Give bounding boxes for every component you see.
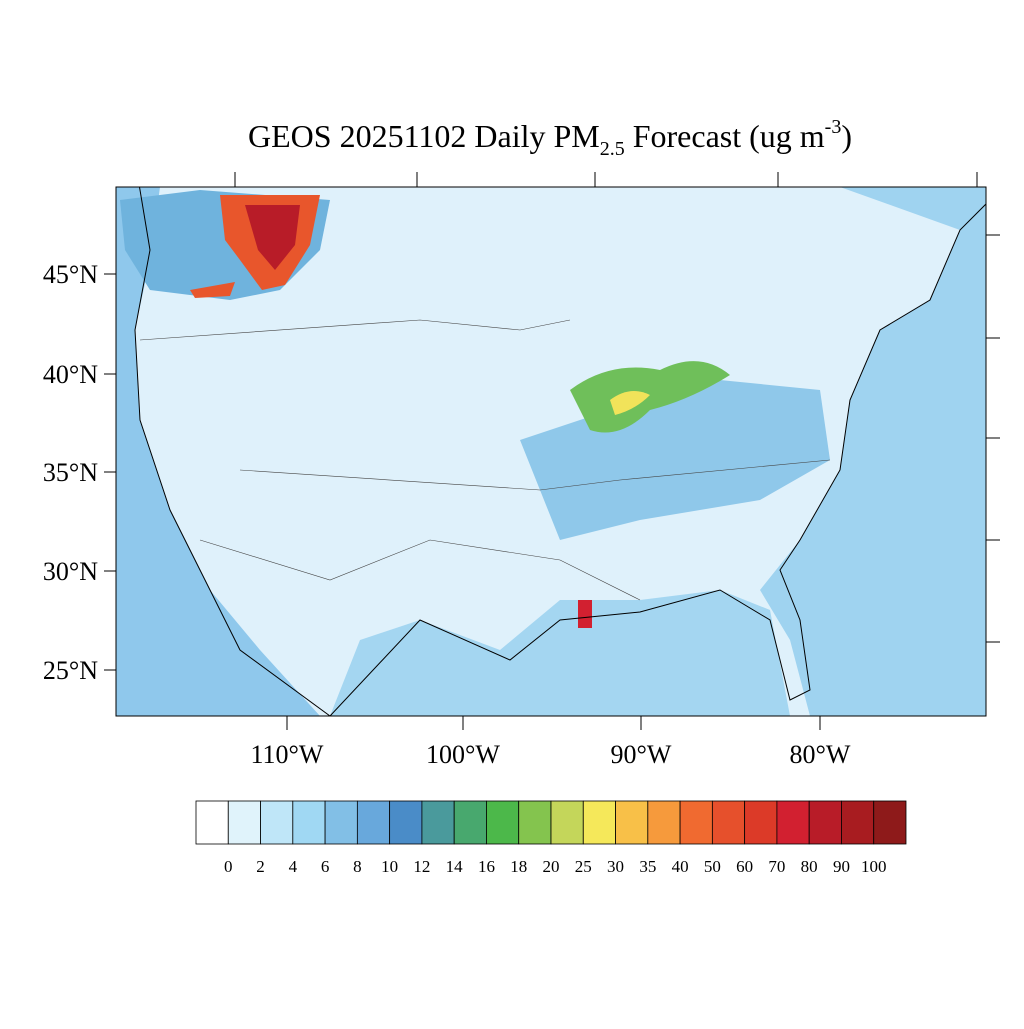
colorbar-box (582, 800, 616, 845)
lon-label: 100°W (426, 740, 500, 769)
lon-label: 90°W (611, 740, 672, 769)
colorbar-label: 18 (510, 857, 527, 876)
lat-label: 25°N (43, 656, 98, 685)
colorbar-box (227, 800, 261, 845)
map (116, 187, 986, 716)
colorbar-box (260, 800, 294, 845)
colorbar-label: 40 (672, 857, 689, 876)
colorbar-label: 60 (736, 857, 753, 876)
lat-label: 35°N (43, 458, 98, 487)
colorbar-box (324, 800, 358, 845)
lat-label: 45°N (43, 260, 98, 289)
colorbar-label: 8 (353, 857, 362, 876)
atlantic-ocean (760, 187, 986, 716)
colorbar-box (841, 800, 875, 845)
colorbar-label: 100 (861, 857, 887, 876)
colorbar-box (421, 800, 455, 845)
colorbar-box (550, 800, 584, 845)
colorbar-label: 25 (575, 857, 592, 876)
colorbar-box (873, 800, 907, 845)
colorbar-box (292, 800, 326, 845)
pacific-ocean (116, 187, 320, 716)
idaho-plume (190, 282, 235, 298)
colorbar-box (356, 800, 391, 845)
colorbar-label: 16 (478, 857, 495, 876)
colorbar-label: 0 (224, 857, 233, 876)
louisiana-hotspot (578, 600, 592, 628)
west-coastline (134, 187, 331, 716)
title: GEOS 20251102 Daily PM2.5 Forecast (ug m… (248, 116, 852, 160)
colorbar-label: 10 (381, 857, 398, 876)
lat-label: 40°N (43, 360, 98, 389)
colorbar-label: 90 (833, 857, 850, 876)
colorbar-label: 35 (639, 857, 656, 876)
colorbar-label: 6 (321, 857, 330, 876)
title-main: GEOS 20251102 Daily PM (248, 118, 600, 154)
colorbar-box (615, 800, 649, 845)
title-subscript: 2.5 (600, 138, 625, 160)
midwest-core (610, 391, 650, 415)
colorbar-box (518, 800, 552, 845)
lon-label: 110°W (251, 740, 324, 769)
gulf-of-mexico (330, 590, 790, 716)
colorbar-label: 12 (413, 857, 430, 876)
title-close: ) (841, 118, 852, 154)
colorbar-label: 4 (289, 857, 298, 876)
colorbar-label: 70 (768, 857, 785, 876)
midwest-plume (570, 361, 730, 433)
axes: 45°N 40°N 35°N 30°N 25°N 110°W 100°W 90°W 80°W (43, 172, 1000, 769)
colorbar: 0 2 4 6 8 10 12 14 16 18 20 25 30 35 40 50 60 70 80 90 100 (195, 800, 907, 876)
colorbar-label: 80 (801, 857, 818, 876)
colorbar-box (776, 800, 810, 845)
colorbar-label: 50 (704, 857, 721, 876)
colorbar-label: 14 (446, 857, 464, 876)
colorbar-box (744, 800, 778, 845)
colorbar-label: 30 (607, 857, 624, 876)
title-rest: Forecast (ug m (625, 118, 825, 154)
lon-label: 80°W (790, 740, 851, 769)
colorbar-box (195, 800, 229, 845)
colorbar-box (486, 800, 520, 845)
lat-label: 30°N (43, 557, 98, 586)
borders (139, 319, 831, 601)
colorbar-label: 2 (256, 857, 265, 876)
colorbar-box (389, 800, 423, 845)
colorbar-box (808, 800, 842, 845)
colorbar-box (679, 800, 713, 845)
colorbar-label: 20 (543, 857, 560, 876)
colorbar-box (647, 800, 681, 845)
colorbar-box (711, 800, 746, 845)
east-coastline (329, 203, 986, 716)
title-superscript: -3 (825, 116, 842, 138)
smoke-core (245, 205, 300, 270)
map-frame (115, 186, 987, 717)
colorbar-box (453, 800, 487, 845)
